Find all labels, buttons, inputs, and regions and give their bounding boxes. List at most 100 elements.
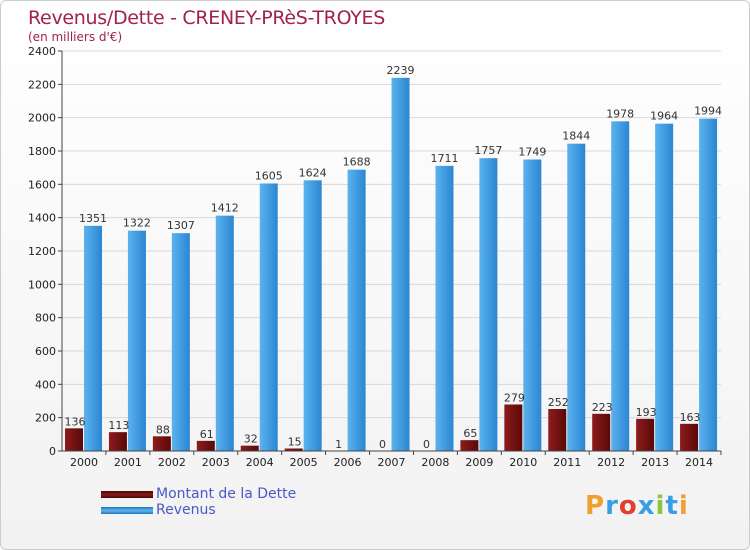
data-label-dette: 1	[335, 438, 342, 451]
bar-revenus	[655, 123, 674, 452]
data-label-dette: 0	[423, 438, 430, 451]
bar-revenus	[611, 121, 630, 451]
bar-revenus	[699, 118, 718, 452]
y-tick-label: 1800	[28, 145, 56, 158]
data-label-dette: 193	[636, 406, 657, 419]
bar-revenus	[567, 143, 586, 451]
y-tick-label: 1600	[28, 178, 56, 191]
data-label-revenus: 1624	[299, 166, 327, 179]
bar-revenus	[347, 169, 366, 451]
x-tick-label: 2012	[597, 456, 625, 469]
y-tick-label: 600	[35, 345, 56, 358]
x-tick-label: 2000	[70, 456, 98, 469]
x-tick-label: 2005	[290, 456, 318, 469]
data-label-dette: 136	[65, 415, 86, 428]
bar-revenus	[84, 225, 102, 451]
data-label-revenus: 1844	[562, 130, 590, 143]
y-tick-label: 2200	[28, 78, 56, 91]
bar-dette	[284, 448, 303, 451]
logo-letter: P	[585, 491, 606, 521]
grid-lines	[62, 50, 721, 419]
data-label-dette: 113	[108, 419, 129, 432]
data-label-revenus: 1994	[694, 105, 722, 118]
logo-letter: o	[618, 491, 638, 521]
bar-revenus	[523, 159, 542, 451]
axes: 0200400600800100012001400160018002000220…	[28, 45, 722, 469]
logo-letter: t	[665, 491, 679, 521]
bar-dette	[240, 445, 259, 451]
data-label-revenus: 1964	[650, 110, 678, 123]
legend-label-revenus: Revenus	[156, 502, 216, 518]
y-tick-label: 2000	[28, 112, 56, 125]
y-tick-label: 2400	[28, 45, 56, 58]
bar-revenus	[259, 183, 278, 451]
x-tick-label: 2004	[246, 456, 274, 469]
bar-dette	[152, 436, 171, 451]
logo-letter: r	[605, 491, 619, 521]
bar-revenus	[435, 165, 454, 452]
x-tick-label: 2007	[378, 456, 406, 469]
bar-revenus	[303, 180, 322, 452]
bar-revenus	[127, 230, 146, 451]
x-tick-label: 2003	[202, 456, 230, 469]
x-tick-label: 2002	[158, 456, 186, 469]
data-label-dette: 61	[200, 428, 214, 441]
bar-revenus	[391, 77, 410, 451]
data-label-revenus: 1351	[79, 212, 107, 225]
x-tick-label: 2001	[114, 456, 142, 469]
legend-swatch-revenus	[101, 507, 153, 514]
y-tick-label: 1200	[28, 245, 56, 258]
legend-swatch-dette	[101, 491, 153, 498]
bar-dette	[636, 418, 655, 451]
logo-letter: i	[655, 491, 666, 521]
data-label-dette: 223	[592, 401, 613, 414]
bar-dette	[592, 413, 611, 451]
data-label-dette: 252	[548, 396, 569, 409]
value-labels: 136 1351 113 1322 88 1307 61 1412 32 1605 15 1624 1 1…	[65, 64, 723, 451]
x-tick-label: 2014	[685, 456, 713, 469]
data-label-revenus: 1749	[518, 146, 546, 159]
data-label-revenus: 1757	[474, 144, 502, 157]
data-label-revenus: 1688	[343, 156, 371, 169]
bar-revenus	[171, 233, 190, 451]
x-tick-label: 2008	[421, 456, 449, 469]
legend-label-dette: Montant de la Dette	[156, 486, 297, 502]
y-tick-label: 0	[49, 445, 56, 458]
x-tick-label: 2013	[641, 456, 669, 469]
y-tick-label: 800	[35, 312, 56, 325]
chart-subtitle: (en milliers d'€)	[28, 30, 123, 44]
bar-dette	[108, 432, 127, 451]
bar-dette	[196, 440, 215, 451]
logo-letter: x	[637, 491, 656, 521]
x-tick-label: 2010	[509, 456, 537, 469]
x-tick-label: 2011	[553, 456, 581, 469]
proxiti-logo: Proxiti	[585, 491, 689, 521]
y-tick-label: 400	[35, 378, 56, 391]
y-tick-label: 200	[35, 412, 56, 425]
data-label-dette: 15	[288, 436, 302, 449]
data-label-revenus: 1322	[123, 217, 151, 230]
chart-title: Revenus/Dette - CRENEY-PRèS-TROYES	[28, 7, 385, 29]
data-label-dette: 279	[504, 392, 525, 405]
bar-revenus	[215, 215, 234, 451]
data-label-revenus: 1711	[430, 152, 458, 165]
x-tick-label: 2006	[334, 456, 362, 469]
bar-dette	[680, 423, 699, 451]
bars	[65, 77, 718, 452]
bar-dette	[460, 440, 479, 451]
y-tick-label: 1400	[28, 212, 56, 225]
x-tick-label: 2009	[465, 456, 493, 469]
data-label-revenus: 1605	[255, 170, 283, 183]
data-label-dette: 163	[680, 411, 701, 424]
data-label-revenus: 1978	[606, 107, 634, 120]
data-label-dette: 0	[379, 438, 386, 451]
logo-letter: i	[678, 491, 689, 521]
y-tick-label: 1000	[28, 278, 56, 291]
data-label-dette: 65	[463, 427, 477, 440]
data-label-dette: 88	[156, 423, 170, 436]
bar-dette	[65, 428, 83, 451]
bar-dette	[504, 404, 523, 451]
bar-chart: 0200400600800100012001400160018002000220…	[28, 45, 723, 469]
data-label-dette: 32	[244, 433, 258, 446]
